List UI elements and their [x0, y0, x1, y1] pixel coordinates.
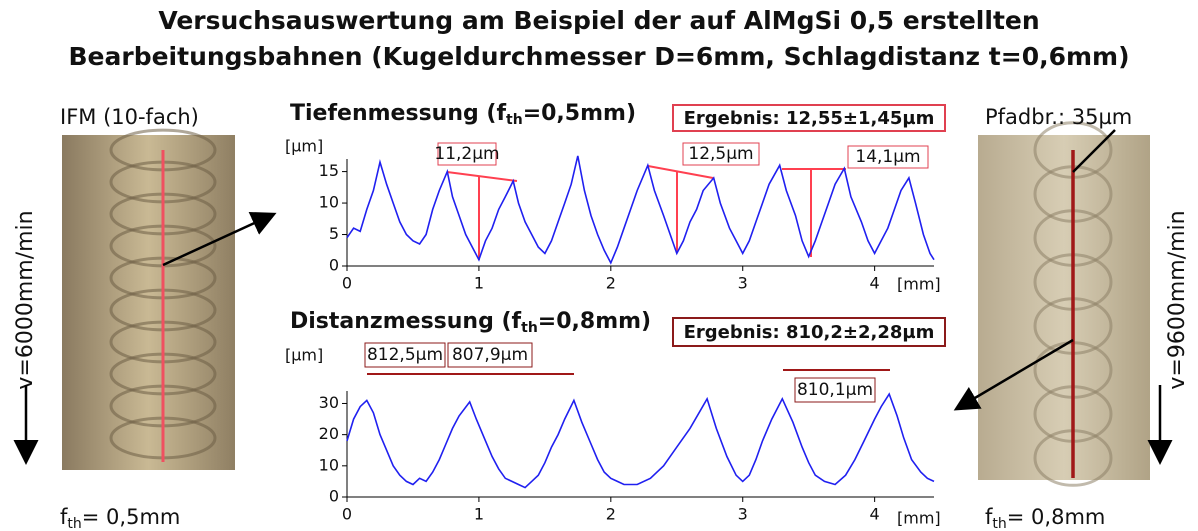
annotation: 14,1µm [855, 147, 920, 167]
speed-label: v=9600mm/min [1165, 210, 1190, 389]
y-axis-label: [µm] [285, 346, 323, 365]
speed-label: v=6000mm/min [13, 210, 38, 389]
right-image [978, 123, 1150, 486]
y-tick-label: 0 [329, 487, 339, 506]
annotation: 807,9µm [452, 345, 528, 365]
x-tick-label: 0 [342, 505, 352, 524]
left-image [62, 130, 235, 470]
annotation: 810,1µm [797, 380, 873, 400]
result: Ergebnis: 12,55±1,45µm [684, 108, 935, 129]
x-tick-label: 2 [606, 505, 616, 524]
annotation-lines [367, 370, 890, 374]
data-line [347, 394, 934, 488]
annotation-lines [447, 166, 846, 260]
x-tick-label: 4 [870, 274, 880, 293]
data-line [347, 156, 934, 263]
y-tick-label: 20 [319, 424, 339, 443]
x-tick-label: 1 [474, 274, 484, 293]
feed-label: fth= 0,8mm [985, 505, 1105, 531]
annotation: 812,5µm [367, 345, 443, 365]
y-tick-label: 15 [319, 161, 339, 180]
y-tick-label: 5 [329, 224, 339, 243]
title-line: Bearbeitungsbahnen (Kugeldurchmesser D=6… [68, 42, 1129, 71]
x-tick-label: 4 [870, 505, 880, 524]
x-tick-label: 3 [738, 505, 748, 524]
x-tick-label: 0 [342, 274, 352, 293]
y-tick-label: 30 [319, 393, 339, 412]
feed-label: fth= 0,5mm [60, 505, 180, 531]
y-tick-label: 10 [319, 455, 339, 474]
slide: Versuchsauswertung am Beispiel der auf A… [0, 0, 1198, 531]
x-tick-label: 2 [606, 274, 616, 293]
y-tick-label: 10 [319, 193, 339, 212]
x-tick-label: 1 [474, 505, 484, 524]
chart-title: Distanzmessung (fth=0,8mm) [290, 309, 651, 336]
panel-label: IFM (10-fach) [60, 105, 199, 129]
annotation: 11,2µm [434, 144, 499, 164]
result: Ergebnis: 810,2±2,28µm [684, 322, 935, 343]
y-axis-label: [µm] [285, 137, 323, 156]
annotation: 12,5µm [688, 144, 753, 164]
x-axis-label: [mm] [897, 275, 941, 294]
panel-label: Pfadbr.: 35µm [985, 105, 1132, 129]
title-line: Versuchsauswertung am Beispiel der auf A… [158, 6, 1039, 35]
y-tick-label: 0 [329, 256, 339, 275]
x-axis-label: [mm] [897, 509, 941, 528]
chart-title: Tiefenmessung (fth=0,5mm) [290, 101, 636, 128]
x-tick-label: 3 [738, 274, 748, 293]
